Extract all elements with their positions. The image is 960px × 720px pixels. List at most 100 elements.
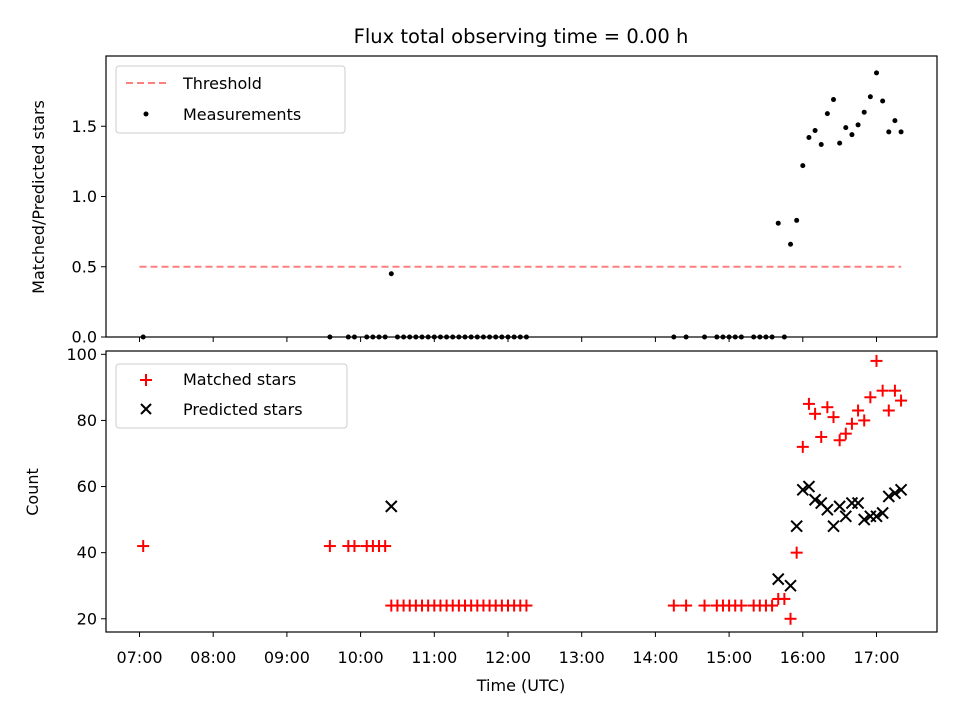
legend-matched-marker xyxy=(140,374,152,386)
measurement-point xyxy=(880,98,886,104)
matched-star-point xyxy=(821,401,834,414)
top-y-tick-label: 1.5 xyxy=(72,117,97,136)
predicted-star-point xyxy=(894,483,908,497)
bottom-x-tick-label: 15:00 xyxy=(706,648,752,667)
matched-star-point xyxy=(348,540,361,553)
matched-star-point xyxy=(379,540,392,553)
matched-star-point xyxy=(876,384,889,397)
predicted-star-point xyxy=(772,572,785,586)
legend-threshold-label: Threshold xyxy=(182,74,262,93)
predicted-star-point xyxy=(870,510,883,523)
measurement-point xyxy=(831,97,837,103)
bottom-y-tick-label: 60 xyxy=(77,477,97,496)
matched-star-point xyxy=(766,599,779,612)
matched-star-point xyxy=(667,599,680,612)
matched-star-point xyxy=(802,397,815,410)
measurement-point xyxy=(794,217,800,223)
predicted-star-point xyxy=(784,579,797,592)
matched-star-point xyxy=(882,404,895,417)
bottom-frame xyxy=(105,350,938,633)
top-y-tick-label: 0.0 xyxy=(72,328,97,347)
measurement-point xyxy=(837,140,843,146)
measurement-point xyxy=(849,132,855,138)
measurement-point xyxy=(812,127,818,133)
matched-star-point xyxy=(784,612,797,625)
predicted-star-point xyxy=(858,513,871,526)
top-y-tick-label: 0.5 xyxy=(72,257,97,276)
bottom-y-axis-label: Count xyxy=(23,468,42,516)
measurement-point xyxy=(824,111,830,117)
top-axes: 0.0 0.5 1.0 1.5 xyxy=(72,55,938,347)
bottom-axes: 20 40 60 80 100 07:00 08:00 09:00 10:00 11:00 12:0… xyxy=(66,345,938,667)
measurement-point xyxy=(855,122,861,128)
measurement-point xyxy=(892,118,898,124)
matched-star-point xyxy=(845,417,858,430)
measurement-point xyxy=(867,94,873,100)
matched-star-point xyxy=(839,427,852,440)
measurement-point xyxy=(818,142,824,148)
matched-star-point xyxy=(137,540,150,553)
measurement-point xyxy=(843,125,849,131)
measurement-point xyxy=(861,109,867,115)
bottom-x-tick-label: 08:00 xyxy=(190,648,236,667)
predicted-star-point xyxy=(827,520,840,533)
predicted-star-point xyxy=(851,496,865,510)
predicted-star-point xyxy=(833,500,846,513)
matched-star-point xyxy=(680,599,693,612)
top-y-tick-label: 1.0 xyxy=(72,187,97,206)
bottom-x-tick-label: 17:00 xyxy=(853,648,899,667)
measurement-point xyxy=(806,134,812,140)
matched-star-point xyxy=(852,404,865,417)
bottom-x-tick-label: 11:00 xyxy=(411,648,457,667)
bottom-y-tick-label: 20 xyxy=(77,609,97,628)
measurement-point xyxy=(874,70,879,76)
matched-star-point xyxy=(778,592,791,605)
matched-star-point xyxy=(864,391,877,404)
matched-star-point xyxy=(520,599,533,612)
measurement-point xyxy=(388,271,394,277)
legend-measurements-label: Measurements xyxy=(183,105,301,124)
predicted-star-point xyxy=(808,493,822,506)
top-legend-box xyxy=(115,65,346,134)
bottom-legend-box xyxy=(115,363,348,429)
bottom-plot-area xyxy=(137,354,908,625)
bottom-x-tick-label: 09:00 xyxy=(264,648,310,667)
predicted-star-point xyxy=(796,483,810,497)
x-axis-label: Time (UTC) xyxy=(476,676,565,695)
matched-star-point xyxy=(858,414,871,427)
measurement-point xyxy=(898,129,904,135)
matched-star-point xyxy=(870,354,883,367)
matched-star-point xyxy=(888,384,901,397)
predicted-star-point xyxy=(888,486,902,500)
bottom-x-tick-label: 16:00 xyxy=(780,648,826,667)
bottom-legend: Matched stars Predicted stars xyxy=(115,363,348,429)
matched-star-point xyxy=(735,599,748,612)
matched-star-point xyxy=(833,434,846,447)
predicted-star-point xyxy=(876,506,889,520)
bottom-x-tick-label: 14:00 xyxy=(632,648,678,667)
bottom-y-tick-label: 80 xyxy=(77,411,97,430)
predicted-star-point xyxy=(821,503,834,516)
predicted-star-point xyxy=(790,520,803,533)
bottom-y-tick-label: 100 xyxy=(66,345,97,364)
measurement-point xyxy=(775,220,781,226)
legend-predicted-marker xyxy=(140,403,152,415)
matched-star-point xyxy=(698,599,711,612)
bottom-x-tick-label: 10:00 xyxy=(338,648,384,667)
bottom-x-tick-label: 07:00 xyxy=(116,648,162,667)
measurement-point xyxy=(886,129,892,135)
bottom-x-tick-label: 13:00 xyxy=(559,648,605,667)
matched-star-point xyxy=(809,407,822,420)
matched-star-point xyxy=(815,430,828,443)
predicted-star-point xyxy=(882,490,895,503)
matched-star-point xyxy=(895,394,908,407)
legend-measurements-marker xyxy=(143,111,149,117)
measurement-point xyxy=(800,163,806,169)
matched-star-point xyxy=(790,546,803,559)
measurement-point xyxy=(788,241,794,247)
legend-predicted-label: Predicted stars xyxy=(183,400,303,419)
predicted-star-point xyxy=(802,480,816,493)
chart-title: Flux total observing time = 0.00 h xyxy=(354,25,689,48)
top-y-axis-label: Matched/Predicted stars xyxy=(29,100,48,294)
matched-star-point xyxy=(796,440,809,453)
